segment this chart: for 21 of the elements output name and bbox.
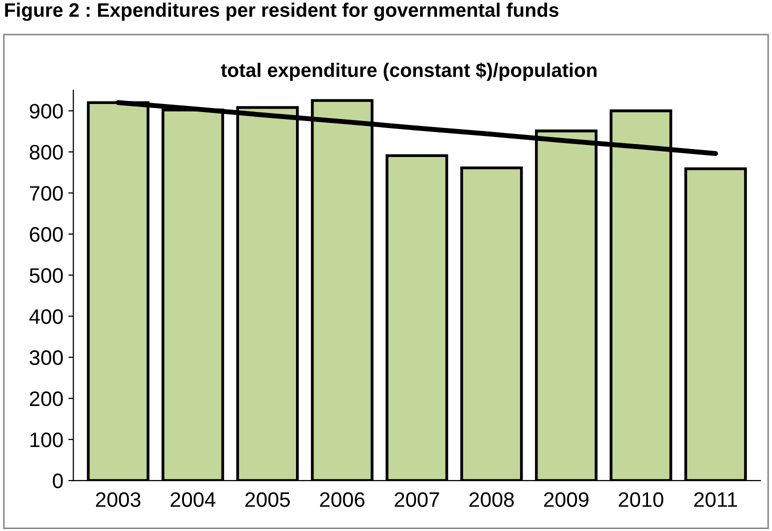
y-tick-label: 100 [30, 432, 63, 448]
y-tick-label: 0 [52, 474, 63, 488]
x-tick-label: 2008 [469, 492, 514, 507]
x-tick-label: 2011 [694, 492, 737, 507]
y-tick-label: 400 [29, 309, 63, 324]
y-tick-label: 300 [30, 350, 63, 366]
x-tick-label: 2004 [170, 492, 216, 507]
y-tick-label: 900 [30, 104, 63, 119]
y-tick-label: 700 [30, 186, 63, 201]
x-tick-label: 2009 [544, 492, 588, 507]
y-tick-label: 600 [30, 227, 63, 242]
chart-title: Figure 2 : Expenditures per resident for governmental funds [5, 2, 558, 21]
chart-subtitle: total expenditure (constant $)/population [220, 62, 596, 81]
y-tick-label: 800 [30, 144, 63, 160]
x-tick-label: 2003 [96, 492, 140, 507]
y-tick-label: 500 [30, 268, 63, 283]
x-tick-label: 2010 [618, 492, 664, 507]
y-tick-label: 200 [30, 391, 63, 406]
x-tick-label: 2006 [320, 492, 364, 507]
x-tick-label: 2005 [245, 492, 290, 507]
x-tick-label: 2007 [394, 492, 440, 507]
